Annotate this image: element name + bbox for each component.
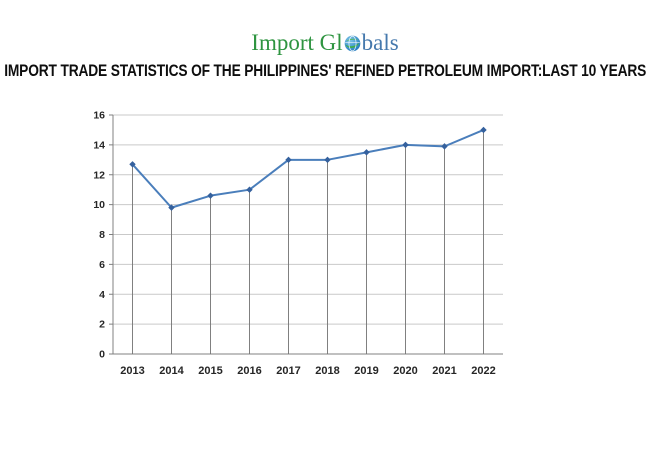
gridlines	[113, 114, 503, 355]
x-tick-label: 2022	[471, 365, 495, 377]
x-axis-labels: 2013 2014 2015 2016 2017 2018 2019 2020 2021 2022	[120, 365, 495, 377]
y-tick-label: 10	[93, 199, 105, 211]
drop-lines	[132, 129, 484, 354]
y-tick-label: 12	[93, 169, 105, 181]
data-point-marker	[441, 143, 448, 150]
logo-text-bals: bals	[361, 30, 399, 55]
data-point-marker	[129, 161, 136, 168]
x-tick-label: 2013	[120, 365, 144, 377]
x-tick-label: 2018	[315, 365, 339, 377]
x-tick-label: 2021	[432, 365, 456, 377]
x-tick-label: 2015	[198, 365, 222, 377]
x-tick-label: 2014	[159, 365, 184, 377]
data-point-marker	[324, 156, 331, 164]
chart-area: 0 2 4 6 8 10 12 14 16 2013 2014 2015 2016 2017 2018 201…	[0, 100, 650, 410]
globe-icon	[344, 35, 361, 52]
data-point-marker	[363, 149, 370, 156]
logo: Import Gl bals	[0, 30, 650, 56]
page-title: IMPORT TRADE STATISTICS OF THE PHILIPPIN…	[4, 61, 646, 80]
data-point-marker	[480, 126, 487, 134]
data-point-marker	[246, 186, 253, 193]
y-tick-label: 16	[93, 110, 105, 122]
data-point-marker	[207, 192, 214, 199]
x-tick-label: 2017	[276, 365, 300, 377]
y-tick-label: 8	[99, 229, 105, 241]
title-row: IMPORT TRADE STATISTICS OF THE PHILIPPIN…	[0, 61, 650, 81]
data-markers	[129, 126, 487, 211]
data-line	[131, 128, 485, 209]
x-tick-label: 2019	[354, 365, 378, 377]
data-point-marker	[168, 204, 175, 211]
y-tick-label: 4	[99, 289, 105, 301]
data-point-marker	[402, 141, 409, 149]
logo-text-import-gl: Import Gl	[251, 30, 343, 55]
x-tick-label: 2020	[393, 365, 417, 377]
y-tick-label: 14	[93, 139, 105, 151]
y-tick-label: 0	[99, 349, 105, 361]
y-tick-label: 2	[99, 319, 105, 331]
x-tick-label: 2016	[237, 365, 261, 377]
y-tick-label: 6	[99, 259, 105, 271]
y-axis: 0 2 4 6 8 10 12 14 16	[93, 110, 114, 361]
